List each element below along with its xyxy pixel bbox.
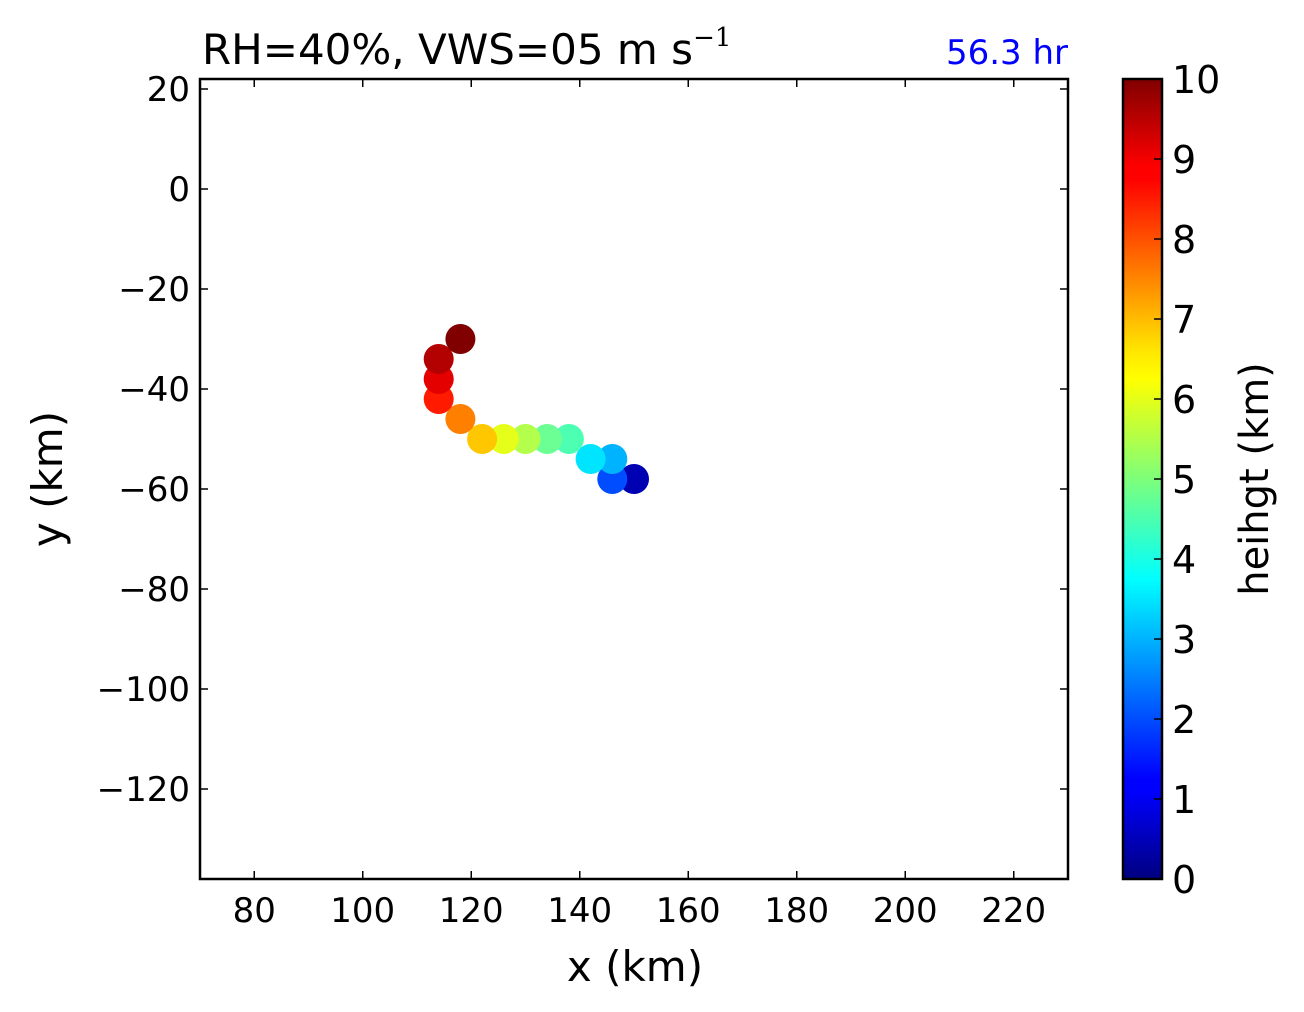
colorbar-tick-label: 4	[1172, 538, 1196, 582]
scatter-point	[467, 424, 498, 454]
x-tick-label: 220	[981, 891, 1046, 931]
y-tick-label: −40	[118, 370, 190, 410]
scatter-point	[488, 424, 519, 454]
scatter-point	[445, 404, 476, 434]
plot-area	[198, 77, 1070, 881]
scatter-point	[445, 324, 476, 354]
x-tick-label: 140	[547, 891, 612, 931]
time-label: 56.3 hr	[946, 33, 1068, 73]
y-tick-label: −20	[118, 270, 190, 310]
y-tick-label: −60	[118, 470, 190, 510]
x-tick-label: 120	[439, 891, 504, 931]
y-axis: 20 0 −20 −40 −60 −80 −100 −120	[97, 70, 1068, 810]
x-tick-label: 200	[873, 891, 938, 931]
x-axis: 80 100 120 140 160 180 200 220	[233, 79, 1046, 931]
colorbar-tick-label: 3	[1172, 618, 1196, 662]
y-tick-label: −80	[118, 570, 190, 610]
x-axis-label: x (km)	[567, 942, 703, 991]
plot-frame	[198, 77, 1070, 881]
x-tick-label: 160	[656, 891, 721, 931]
colorbar-tick-label: 6	[1172, 378, 1196, 422]
scatter-point	[423, 344, 454, 374]
y-tick-label: −100	[97, 670, 190, 710]
colorbar-label: heihgt (km)	[1232, 362, 1278, 596]
colorbar-tick-label: 8	[1172, 218, 1196, 262]
colorbar-tick-label: 5	[1172, 458, 1196, 502]
chart-title: RH=40%, VWS=05 m s−1	[202, 23, 731, 74]
scatter-point	[532, 424, 563, 454]
colorbar-tick-label: 10	[1172, 58, 1220, 102]
x-tick-label: 180	[764, 891, 829, 931]
y-tick-label: 20	[147, 70, 190, 110]
colorbar-tick-label: 0	[1172, 858, 1196, 902]
colorbar-tick-label: 7	[1172, 298, 1196, 342]
colorbar-tick-label: 1	[1172, 778, 1196, 822]
scatter-point	[553, 424, 584, 454]
x-tick-label: 100	[330, 891, 395, 931]
scatter-point	[575, 444, 606, 474]
colorbar-tick-label: 2	[1172, 698, 1196, 742]
colorbar-ticks: 0 1 2 3 4 5 6 7 8 9 10	[1154, 58, 1220, 902]
title-superscript: −1	[693, 23, 731, 53]
y-tick-label: −120	[97, 770, 190, 810]
scatter-point	[597, 444, 628, 474]
y-axis-label: y (km)	[23, 411, 72, 547]
scatter-series	[423, 324, 649, 494]
x-tick-label: 80	[233, 891, 276, 931]
colorbar-tick-label: 9	[1172, 138, 1196, 182]
scatter-point	[619, 464, 649, 494]
scatter-point	[510, 424, 541, 454]
y-tick-label: 0	[168, 170, 190, 210]
